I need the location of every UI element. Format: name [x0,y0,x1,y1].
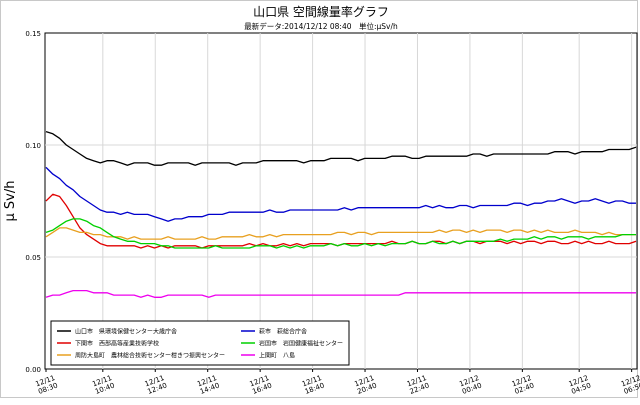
legend-label: 周防大島町 農林総合技術センター柑きつ振興センター [75,352,225,360]
series-line-4 [45,218,636,249]
series-line-5 [45,289,636,298]
x-tick-label: 12/1110:40 [91,374,115,396]
series-line-3 [45,166,636,222]
x-tick-label: 12/1202:40 [511,374,535,396]
chart-title: 山口県 空間線量率グラフ [253,4,389,19]
series-line-0 [45,130,637,166]
x-tick-label: 12/1118:40 [301,374,325,396]
x-tick-label: 12/1108:30 [34,374,58,396]
y-axis-label: μ Sv/h [3,181,18,222]
legend-label: 岩国市 岩国健康福祉センター [259,340,343,348]
x-tick-label: 12/1122:40 [406,374,430,396]
chart-subtitle: 最新データ:2014/12/12 08:40 単位:μSv/h [244,21,398,31]
x-tick-label: 12/1116:40 [249,374,273,396]
x-tick-label: 12/1204:50 [568,374,592,396]
y-tick-label: 0.00 [25,366,41,374]
legend-label: 萩市 萩総合庁舎 [259,328,307,336]
x-tick-label: 12/1206:50 [620,374,640,396]
y-tick-label: 0.15 [25,30,41,38]
legend-label: 上関町 八島 [259,352,295,360]
y-tick-label: 0.05 [25,254,41,262]
x-axis-ticks: 12/1108:30 12/1110:40 12/1112:40 12/1114:40… [34,369,640,396]
x-tick-label: 12/1120:40 [353,374,377,396]
legend-label: 山口市 県環境保健センター大歳庁舎 [75,328,177,336]
series-lines [45,130,637,298]
x-tick-label: 12/1112:40 [144,374,168,396]
plot-area [44,32,638,370]
series-line-2 [45,227,636,240]
y-axis-ticks: 0.00 0.05 0.10 0.15 [25,30,41,374]
x-tick-label: 12/1114:40 [196,374,220,396]
grid-lines [45,33,637,369]
x-tick-label: 12/1200:40 [458,374,482,396]
legend-label: 下関市 西部高等産業技術学校 [75,340,159,348]
y-tick-label: 0.10 [25,142,41,150]
legend-box [50,320,350,366]
